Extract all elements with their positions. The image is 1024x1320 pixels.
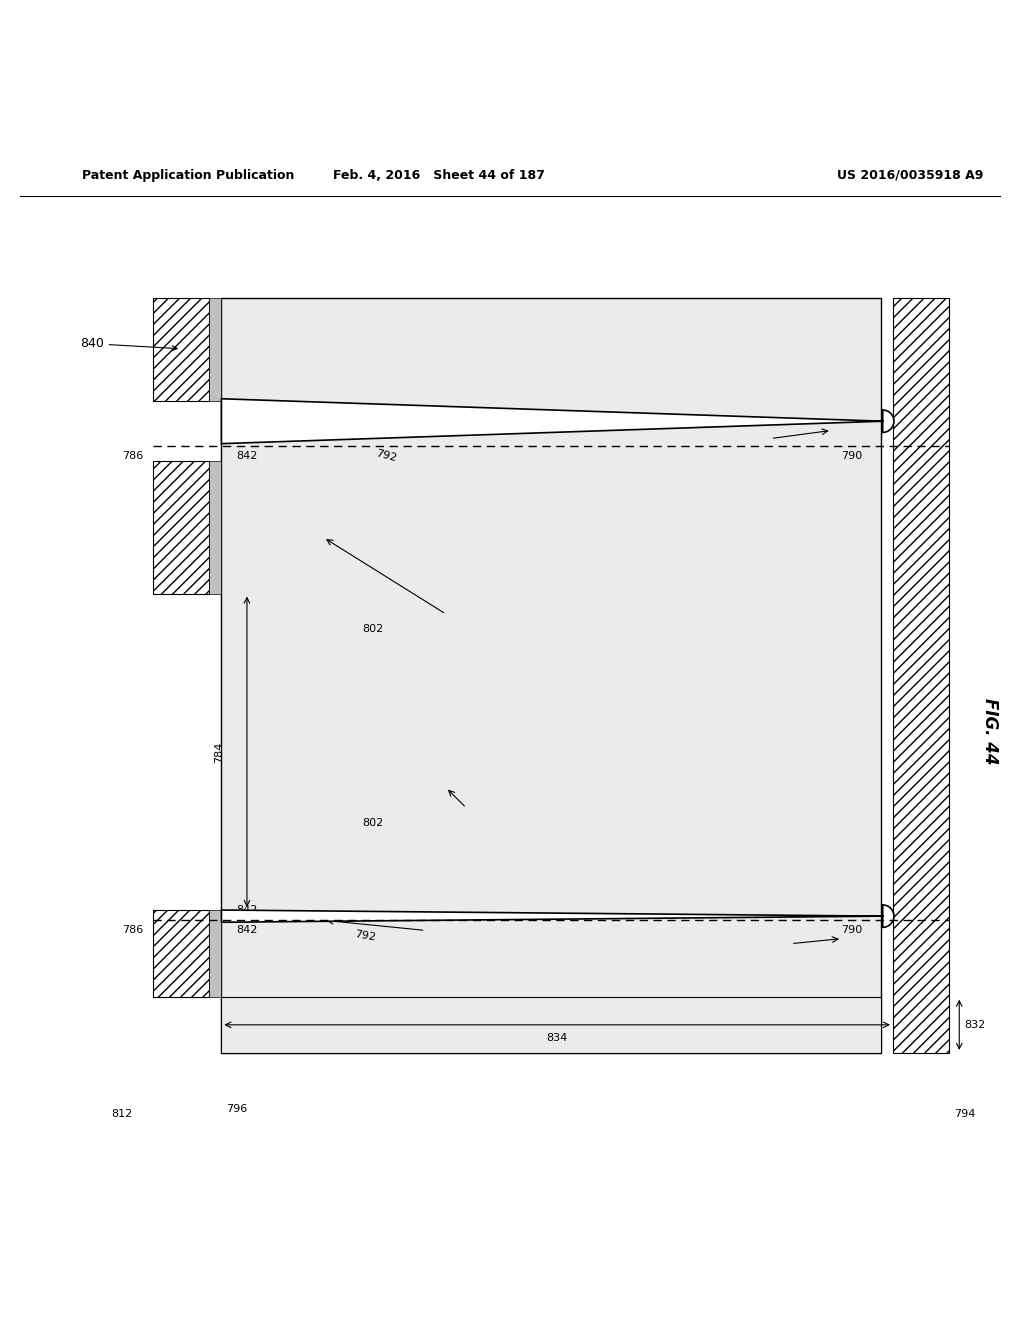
Text: 802: 802: [362, 624, 384, 635]
Text: 792: 792: [375, 449, 397, 463]
Text: Patent Application Publication: Patent Application Publication: [82, 169, 294, 182]
Text: US 2016/0035918 A9: US 2016/0035918 A9: [837, 169, 983, 182]
Text: 832: 832: [965, 1020, 985, 1030]
Bar: [893, 298, 949, 1053]
Text: FIG. 44: FIG. 44: [981, 698, 998, 764]
Bar: [221, 997, 881, 1053]
Text: 842: 842: [237, 451, 258, 461]
Polygon shape: [221, 399, 894, 444]
Text: 842: 842: [237, 925, 258, 936]
Text: 786: 786: [122, 451, 143, 461]
Bar: [221, 298, 881, 1053]
Bar: [153, 461, 209, 594]
Bar: [153, 909, 209, 997]
Text: 796: 796: [226, 1104, 248, 1114]
Text: 842: 842: [237, 906, 258, 915]
Text: 840: 840: [80, 337, 177, 351]
Text: 792: 792: [354, 929, 377, 942]
Polygon shape: [221, 906, 894, 928]
Text: 834: 834: [547, 1032, 567, 1043]
Bar: [209, 298, 221, 401]
Bar: [209, 461, 221, 594]
Text: 790: 790: [841, 451, 862, 461]
Text: 790: 790: [841, 925, 862, 936]
Bar: [153, 298, 209, 401]
Text: 812: 812: [112, 1109, 133, 1119]
Text: 802: 802: [362, 818, 384, 828]
Text: 794: 794: [954, 1109, 976, 1119]
Text: Feb. 4, 2016   Sheet 44 of 187: Feb. 4, 2016 Sheet 44 of 187: [333, 169, 545, 182]
Text: 786: 786: [122, 925, 143, 936]
Text: 842: 842: [237, 408, 258, 418]
Text: 784: 784: [214, 741, 224, 763]
Bar: [209, 909, 221, 997]
